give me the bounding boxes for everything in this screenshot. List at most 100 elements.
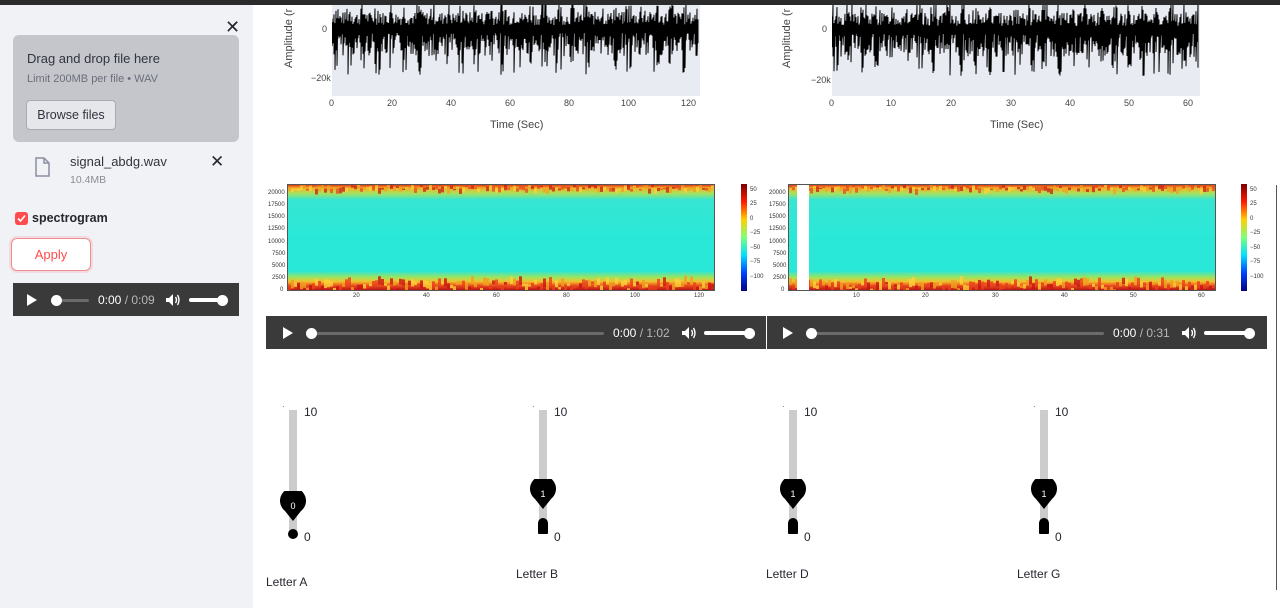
spectrogram-cell [825,285,828,290]
spectrogram-cell [1143,186,1146,193]
spectrogram-cell [354,186,357,190]
volume-slider[interactable] [189,297,223,302]
spectrogram-cell [384,186,387,192]
spectrogram-cell [942,187,945,191]
slider-handle[interactable] [288,529,298,539]
volume-knob[interactable] [744,327,755,339]
volume-knob[interactable] [217,294,228,306]
slider-label: Letter A [266,575,308,589]
spectrogram-cell [921,188,924,191]
spectrogram-cell [633,185,636,188]
spectrogram-cell [696,186,699,192]
slider-letter-d[interactable]: · 10 1 0 [762,402,842,602]
spectrogram-cell [957,186,960,192]
volume-slider[interactable] [704,330,748,335]
spectrogram-cell [309,185,312,192]
y-tick: 0 [322,24,328,34]
slider-handle[interactable] [788,518,798,534]
dropzone-title: Drag and drop file here [27,51,160,66]
seek-bar[interactable] [812,331,1104,335]
slider-letter-a[interactable]: · 10 0 0 [262,402,342,602]
spectrogram-cell [975,185,978,190]
spectrogram-cell [330,281,333,287]
slider-letter-g[interactable]: · 10 1 0 [1013,402,1093,602]
slider-track[interactable] [289,410,297,534]
spectrogram-cell [1065,188,1068,194]
spectrogram-checkbox[interactable]: spectrogram [15,210,108,226]
spectrogram-cell [1161,277,1164,287]
spectrogram-cell [1164,186,1167,189]
volume-icon[interactable] [1181,326,1197,340]
spectrogram-cell [297,188,300,191]
play-icon[interactable] [783,326,793,339]
file-dropzone[interactable]: Drag and drop file here Limit 200MB per … [13,35,239,142]
apply-button[interactable]: Apply [11,238,91,271]
spectrogram-cell [426,280,429,289]
volume-icon[interactable] [681,326,697,340]
plot-area-right [831,2,1200,96]
seek-bar[interactable] [57,298,89,302]
spectrogram-cell [1089,284,1092,290]
current-time: 0:00 [1113,325,1137,340]
spectrogram-cell [417,283,420,287]
play-icon[interactable] [27,293,37,306]
spectrogram-cell [609,187,612,192]
duration: / 1:02 [639,325,670,340]
slider-min: 0 [554,530,561,544]
spectrogram-cell [456,281,459,285]
spectrogram-cell [1113,188,1116,195]
spectrogram-cell [831,282,834,290]
spectrogram-cell [462,280,465,288]
slider-track[interactable] [539,410,547,520]
spectrogram-cell [1191,185,1194,190]
audio-player-right: 0:00 / 0:31 [767,316,1267,349]
spectrogram-cell [459,188,462,194]
play-icon[interactable] [283,326,293,339]
spectrogram-cell [1005,187,1008,191]
spectrogram-cell [858,284,861,289]
spectrogram-cell [963,187,966,189]
spectrogram-cell [645,185,648,190]
spectrogram-cell [471,185,474,190]
volume-icon[interactable] [165,293,181,307]
slider-handle[interactable] [1039,518,1049,534]
x-tick: 20 [922,293,929,299]
checkbox-checked-icon[interactable] [15,211,28,225]
remove-file-icon[interactable]: ✕ [210,152,225,171]
spectrogram-cell [408,280,411,286]
spectrogram-cell [489,286,492,290]
spectrogram-cell [582,279,585,286]
close-sidebar-icon[interactable]: ✕ [225,17,241,37]
spectrogram-cell [591,185,594,187]
slider-letter-b[interactable]: · 10 1 0 [512,402,592,602]
y-tick: −20k [311,73,331,83]
seek-knob[interactable] [51,294,62,306]
slider-track[interactable] [1040,410,1048,520]
spectrogram-cell [339,286,342,290]
slider-value: 1 [540,489,546,499]
spectrogram-cell [1041,186,1044,191]
volume-slider[interactable] [1204,330,1248,335]
y-tick: 10000 [268,239,285,245]
spectrogram-cell [1104,287,1107,290]
spectrogram-cell [1032,188,1035,191]
seek-knob[interactable] [806,327,817,339]
spectrogram-cell [621,280,624,287]
spectrogram-cell [336,188,339,194]
volume-knob[interactable] [1244,327,1255,339]
browse-files-button[interactable]: Browse files [26,100,116,130]
waveform-trace-right [831,2,1199,76]
spectrogram-cell [1146,284,1149,290]
spectrogram-cell [327,279,330,288]
duration: / 0:09 [124,292,155,307]
seek-bar[interactable] [312,331,604,335]
colorbar-tick: −25 [1250,230,1261,236]
slider-track[interactable] [789,410,797,520]
spectrogram-cell [816,186,819,193]
spectrogram-cell [483,277,486,286]
spectrogram-cell [642,185,645,188]
slider-handle[interactable] [538,518,548,534]
seek-knob[interactable] [306,327,317,339]
y-tick: 5000 [272,263,286,269]
spectrogram-cell [318,185,321,192]
